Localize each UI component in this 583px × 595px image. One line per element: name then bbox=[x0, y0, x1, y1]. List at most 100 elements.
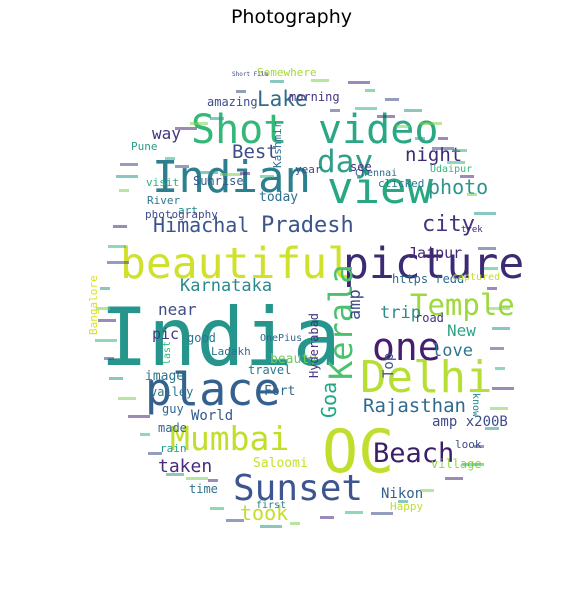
tiny-word-mark bbox=[415, 137, 425, 140]
cloud-word: Shot bbox=[191, 107, 287, 153]
tiny-word-mark bbox=[355, 107, 377, 110]
cloud-word: Somewhere bbox=[257, 66, 317, 79]
tiny-word-mark bbox=[485, 427, 499, 430]
cloud-word: pic bbox=[152, 325, 179, 343]
cloud-word: first bbox=[256, 500, 286, 511]
tiny-word-mark bbox=[490, 347, 504, 350]
tiny-word-mark bbox=[365, 89, 375, 92]
tiny-word-mark bbox=[492, 327, 510, 330]
tiny-word-mark bbox=[420, 122, 442, 125]
cloud-word: last bbox=[162, 341, 173, 365]
cloud-word: Temple bbox=[410, 288, 515, 322]
cloud-word: Top bbox=[381, 353, 397, 378]
tiny-word-mark bbox=[420, 489, 434, 492]
cloud-word: travel bbox=[248, 363, 291, 377]
cloud-word: rain bbox=[160, 442, 187, 455]
tiny-word-mark bbox=[118, 397, 136, 400]
tiny-word-mark bbox=[107, 261, 129, 264]
cloud-word: amp bbox=[345, 289, 365, 320]
tiny-word-mark bbox=[210, 117, 224, 120]
tiny-word-mark bbox=[148, 452, 162, 455]
cloud-word: Saloomi bbox=[253, 456, 308, 471]
tiny-word-mark bbox=[165, 157, 175, 160]
cloud-word: Himachal bbox=[153, 213, 249, 237]
cloud-word: Pune bbox=[131, 140, 158, 153]
cloud-word: clicked bbox=[378, 177, 424, 190]
cloud-word: good bbox=[187, 331, 216, 345]
cloud-word: Goa bbox=[317, 382, 341, 418]
tiny-word-mark bbox=[320, 516, 334, 519]
tiny-word-mark bbox=[484, 267, 498, 270]
cloud-word: beauty bbox=[270, 352, 317, 367]
cloud-word: OC bbox=[322, 417, 394, 487]
tiny-word-mark bbox=[330, 109, 340, 112]
cloud-word: Rajasthan bbox=[363, 395, 466, 417]
cloud-word: took bbox=[240, 501, 288, 525]
tiny-word-mark bbox=[98, 319, 116, 322]
tiny-word-mark bbox=[311, 79, 329, 82]
tiny-word-mark bbox=[236, 90, 246, 93]
cloud-word: village bbox=[431, 457, 482, 471]
tiny-word-mark bbox=[210, 507, 224, 510]
cloud-word: view bbox=[327, 163, 433, 214]
cloud-word: valley bbox=[150, 385, 193, 399]
cloud-word: guy bbox=[162, 402, 184, 416]
tiny-word-mark bbox=[490, 407, 508, 410]
tiny-word-mark bbox=[398, 500, 408, 503]
cloud-word: know bbox=[470, 393, 481, 418]
tiny-word-mark bbox=[226, 519, 244, 522]
cloud-word: Karnataka bbox=[180, 276, 272, 296]
cloud-word: near bbox=[158, 300, 197, 319]
tiny-word-mark bbox=[175, 127, 197, 130]
tiny-word-mark bbox=[96, 307, 110, 310]
chart-title: Photography bbox=[230, 6, 353, 28]
cloud-word: World bbox=[191, 408, 233, 424]
cloud-word: Hyderabad bbox=[307, 313, 321, 378]
cloud-word: Nikon bbox=[381, 486, 423, 502]
cloud-word: Pradesh bbox=[261, 213, 354, 238]
cloud-word: photography bbox=[145, 208, 218, 221]
tiny-word-mark bbox=[100, 287, 110, 290]
cloud-word: city bbox=[422, 212, 475, 237]
cloud-word: morning bbox=[289, 90, 340, 104]
tiny-word-mark bbox=[460, 175, 474, 178]
cloud-word: River bbox=[147, 194, 180, 207]
cloud-word: Best bbox=[232, 141, 278, 163]
tiny-word-mark bbox=[474, 212, 496, 215]
tiny-word-mark bbox=[128, 415, 150, 418]
cloud-word: https redd bbox=[392, 272, 464, 286]
tiny-word-mark bbox=[404, 109, 422, 112]
cloud-word: visit bbox=[146, 176, 179, 189]
cloud-word: photo bbox=[428, 175, 488, 199]
cloud-word: Fort bbox=[264, 384, 295, 399]
tiny-word-mark bbox=[200, 171, 218, 174]
cloud-word: Ladakh bbox=[211, 345, 251, 358]
cloud-word: captured bbox=[452, 272, 500, 283]
tiny-word-mark bbox=[116, 175, 138, 178]
tiny-word-mark bbox=[488, 307, 510, 310]
cloud-word: Sunset bbox=[233, 468, 363, 509]
cloud-word: Kashmir bbox=[271, 121, 284, 168]
tiny-word-mark bbox=[108, 245, 126, 248]
cloud-word: one bbox=[372, 325, 441, 369]
tiny-word-mark bbox=[377, 115, 395, 118]
tiny-word-mark bbox=[445, 477, 463, 480]
cloud-word: amazing bbox=[207, 95, 258, 109]
tiny-word-mark bbox=[270, 80, 284, 83]
cloud-word: Chennai bbox=[355, 168, 397, 179]
cloud-word: Kerala bbox=[322, 264, 360, 380]
tiny-word-mark bbox=[186, 477, 208, 480]
tiny-word-mark bbox=[208, 479, 218, 482]
tiny-word-mark bbox=[438, 137, 448, 140]
cloud-word: year bbox=[295, 163, 322, 176]
tiny-word-mark bbox=[371, 512, 393, 515]
tiny-word-mark bbox=[166, 473, 184, 476]
cloud-word: see bbox=[350, 160, 372, 174]
tiny-word-mark bbox=[113, 225, 127, 228]
tiny-word-mark bbox=[396, 125, 410, 128]
cloud-word: Beach bbox=[373, 438, 454, 469]
tiny-word-mark bbox=[345, 511, 363, 514]
cloud-word: amp x200B bbox=[432, 414, 508, 430]
tiny-word-mark bbox=[260, 525, 282, 528]
